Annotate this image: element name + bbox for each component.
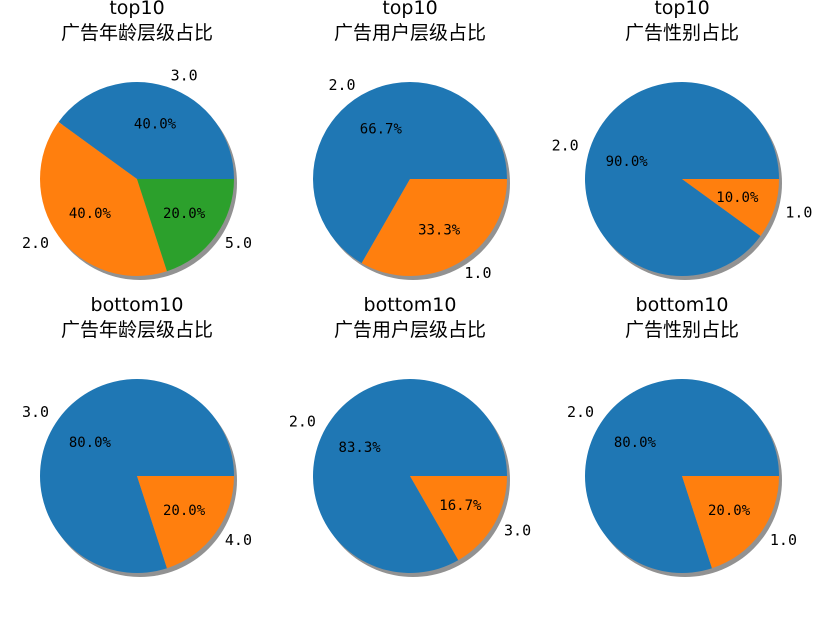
chart-title: top10 bbox=[109, 0, 164, 19]
slice-label: 1.0 bbox=[785, 204, 812, 222]
chart-title: bottom10 bbox=[364, 294, 457, 316]
pie-slice-2 bbox=[682, 179, 779, 237]
slice-label: 2.0 bbox=[328, 76, 355, 94]
pie-chart-6: bottom10 广告性别占比 2.0 80.0% 1.0 20.0% bbox=[567, 294, 797, 577]
slice-label: 2.0 bbox=[567, 403, 594, 421]
chart-title: bottom10 bbox=[636, 294, 729, 316]
pie-slice-2 bbox=[410, 476, 507, 561]
slice-label: 2.0 bbox=[289, 413, 316, 431]
pie-chart-2: top10 广告用户层级占比 2.0 66.7% 1.0 33.3% bbox=[312, 0, 510, 282]
pie-chart-4: bottom10 广告年龄层级占比 3.0 80.0% 4.0 20.0% bbox=[22, 294, 252, 577]
pie-slice-2 bbox=[361, 179, 507, 276]
pie-chart-1: top10 广告年龄层级占比 3.0 40.0% 2.0 40.0% 5.0 20.0% bbox=[22, 0, 252, 280]
chart-title: top10 bbox=[654, 0, 709, 19]
slice-percent: 40.0% bbox=[69, 206, 112, 222]
chart-subtitle: 广告性别占比 bbox=[625, 319, 739, 341]
chart-subtitle: 广告用户层级占比 bbox=[334, 22, 486, 44]
pie-slice-1 bbox=[58, 82, 234, 179]
slice-percent: 90.0% bbox=[606, 154, 649, 170]
slice-label: 1.0 bbox=[770, 531, 797, 549]
slice-label: 4.0 bbox=[225, 531, 252, 549]
pie-slice-3 bbox=[137, 179, 234, 272]
chart-subtitle: 广告年龄层级占比 bbox=[61, 22, 213, 44]
slice-percent: 80.0% bbox=[69, 435, 112, 451]
slice-label: 3.0 bbox=[22, 403, 49, 421]
slice-label: 5.0 bbox=[225, 234, 252, 252]
slice-label: 1.0 bbox=[464, 264, 491, 282]
pie-slice-1 bbox=[312, 81, 507, 264]
slice-percent: 16.7% bbox=[439, 498, 482, 514]
pie-slice-2 bbox=[682, 476, 779, 569]
slice-label: 3.0 bbox=[504, 521, 531, 539]
slice-percent: 33.3% bbox=[418, 222, 461, 238]
slice-percent: 80.0% bbox=[614, 435, 657, 451]
pie-slice-1 bbox=[312, 378, 507, 573]
chart-title: top10 bbox=[382, 0, 437, 19]
slice-percent: 10.0% bbox=[716, 190, 759, 206]
chart-subtitle: 广告性别占比 bbox=[625, 22, 739, 44]
pie-slice-1 bbox=[585, 82, 779, 277]
pie-slice-2 bbox=[137, 476, 234, 569]
slice-label: 2.0 bbox=[22, 234, 49, 252]
pie-slice-2 bbox=[40, 121, 167, 276]
slice-percent: 20.0% bbox=[163, 206, 206, 222]
slice-percent: 66.7% bbox=[360, 122, 403, 138]
slice-label: 2.0 bbox=[552, 136, 579, 154]
chart-title: bottom10 bbox=[91, 294, 184, 316]
slice-percent: 20.0% bbox=[163, 503, 206, 519]
slice-percent: 20.0% bbox=[708, 503, 751, 519]
slice-percent: 83.3% bbox=[339, 440, 382, 456]
chart-subtitle: 广告年龄层级占比 bbox=[61, 319, 213, 341]
slice-label: 3.0 bbox=[171, 67, 198, 85]
pie-chart-5: bottom10 广告用户层级占比 2.0 83.3% 3.0 16.7% bbox=[289, 294, 531, 577]
chart-subtitle: 广告用户层级占比 bbox=[334, 319, 486, 341]
pie-chart-3: top10 广告性别占比 2.0 90.0% 1.0 10.0% bbox=[552, 0, 812, 280]
slice-percent: 40.0% bbox=[134, 117, 177, 133]
